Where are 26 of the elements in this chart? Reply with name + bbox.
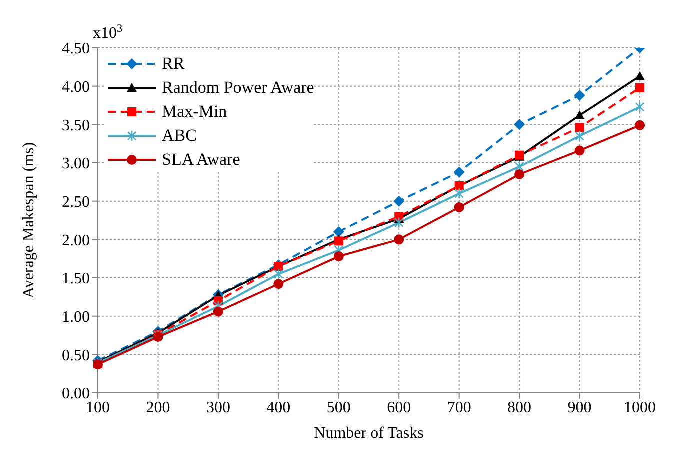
y-tick-label: 2.00 <box>62 232 90 250</box>
legend-label: ABC <box>162 125 197 147</box>
y-tick-label: 3.00 <box>62 156 90 173</box>
legend-label: SLA Aware <box>162 149 240 171</box>
y-tick-label: 1.50 <box>62 270 90 288</box>
x-axis-title: Number of Tasks <box>314 425 424 442</box>
legend-label: RR <box>162 53 185 75</box>
x-tick-label: 400 <box>266 399 291 416</box>
x-tick-label: 900 <box>568 399 592 416</box>
x-tick-label: 700 <box>447 399 472 416</box>
y-tick-label: 1.00 <box>62 309 90 326</box>
x-tick-label: 1000 <box>624 399 656 416</box>
legend-label: Random Power Aware <box>162 77 314 99</box>
x-tick-label: 500 <box>326 399 351 416</box>
y-tick-label: 0.50 <box>62 347 90 364</box>
y-tick-label: 4.50 <box>62 40 90 58</box>
x-tick-label: 800 <box>508 399 532 416</box>
x-tick-label: 600 <box>387 399 412 416</box>
y-tick-label: 3.50 <box>62 117 90 134</box>
y-axis-title: Average Makespan (ms) <box>20 142 38 299</box>
x-tick-label: 300 <box>206 399 230 416</box>
text: x10$^{3}$ <box>93 23 123 42</box>
legend-label: Max-Min <box>162 101 228 123</box>
y-tick-label: 2.50 <box>62 194 90 212</box>
x-tick-label: 200 <box>146 399 170 416</box>
y-tick-label: 4.00 <box>62 79 90 96</box>
